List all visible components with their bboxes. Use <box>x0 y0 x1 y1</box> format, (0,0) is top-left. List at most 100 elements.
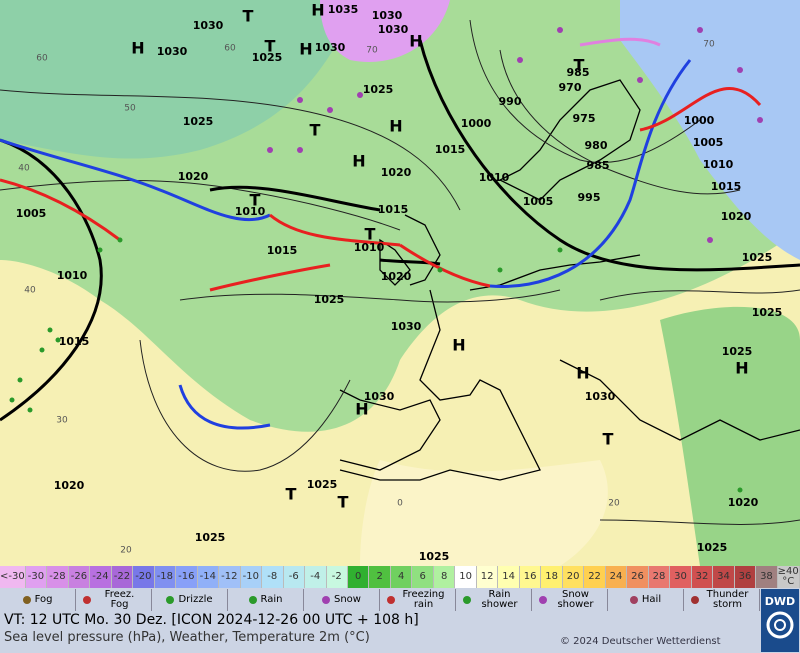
colorbar-cell: -30 <box>25 566 48 588</box>
weather-label: Freezing rain <box>402 589 445 610</box>
colorbar-cell: -22 <box>111 566 134 588</box>
colorbar-label: 22 <box>588 571 601 582</box>
grid-label: 30 <box>56 416 68 426</box>
isobar-label: 1025 <box>363 83 394 96</box>
colorbar-label: -8 <box>267 571 278 582</box>
colorbar-cell: 34 <box>713 566 735 588</box>
weather-legend-item: Freezing rain <box>380 589 456 611</box>
colorbar-label: -24 <box>92 571 109 582</box>
colorbar-label: 34 <box>717 571 730 582</box>
isobar-label: 1030 <box>391 320 422 333</box>
grid-label: 60 <box>36 54 48 64</box>
weather-symbol <box>248 596 257 604</box>
colorbar-cell: 6 <box>412 566 434 588</box>
pressure-center: H <box>131 39 144 58</box>
colorbar-label: -28 <box>49 571 66 582</box>
grid-label: 50 <box>124 104 136 114</box>
colorbar-cell: -28 <box>47 566 69 588</box>
isobar-label: 1030 <box>364 390 395 403</box>
colorbar-label: ≥40 <box>777 566 799 577</box>
isobar-label: 1010 <box>57 269 88 282</box>
isobar-label: 1015 <box>378 203 409 216</box>
colorbar-label: 2 <box>376 571 383 582</box>
grid-label: 40 <box>18 164 30 174</box>
colorbar-label: 4 <box>398 571 405 582</box>
weather-legend: Fog Freez. Fog Drizzle Rain Snow Freezing rai… <box>0 589 760 611</box>
colorbar-label: -10 <box>242 571 259 582</box>
colorbar-cell: -6 <box>283 566 306 588</box>
weather-symbol <box>82 596 91 604</box>
isobar-label: 1015 <box>711 180 742 193</box>
logo-icon <box>766 611 794 639</box>
colorbar-cell: 30 <box>670 566 692 588</box>
isobar-label: 1010 <box>354 241 385 254</box>
isobar-label: 1025 <box>307 478 338 491</box>
subtitle: Sea level pressure (hPa), Weather, Tempe… <box>4 630 370 645</box>
pressure-center: T <box>338 493 349 512</box>
weather-legend-item: Snow <box>304 589 380 611</box>
grid-label: 60 <box>224 44 236 54</box>
pressure-center: H <box>299 40 312 59</box>
isobar-label: 985 <box>587 159 610 172</box>
isobar-label: 1025 <box>752 306 783 319</box>
colorbar-cell: 32 <box>691 566 714 588</box>
isobar-label: 1005 <box>523 195 554 208</box>
weather-legend-item: Hail <box>608 589 684 611</box>
isobar-label: 1000 <box>684 114 715 127</box>
colorbar-label: -26 <box>70 571 88 582</box>
pressure-center: T <box>286 485 297 504</box>
colorbar-cell: 22 <box>584 566 606 588</box>
colorbar-cell: 4 <box>390 566 413 588</box>
isobar-label: 1025 <box>314 293 345 306</box>
weather-legend-item: Thunder storm <box>684 589 760 611</box>
pressure-center: H <box>409 32 422 51</box>
colorbar-label: 36 <box>738 571 752 582</box>
isobar-label: 1020 <box>381 270 412 283</box>
colorbar-cell: <-30 <box>0 566 26 588</box>
isobar-label: 1005 <box>16 207 47 220</box>
weather-label: Thunder storm <box>706 589 749 610</box>
weather-symbol <box>322 596 330 604</box>
colorbar-label: -4 <box>310 571 321 582</box>
colorbar-cell: -24 <box>90 566 112 588</box>
isobar-label: 1030 <box>378 23 409 36</box>
pressure-center: T <box>603 430 614 449</box>
colorbar-cell: -16 <box>176 566 198 588</box>
grid-label: 0 <box>397 499 403 509</box>
isobar-label: 1010 <box>479 171 510 184</box>
colorbar-label: -14 <box>199 571 216 582</box>
colorbar-label: -20 <box>135 571 152 582</box>
colorbar-cell: 24 <box>605 566 628 588</box>
grid-label: 70 <box>703 40 715 50</box>
colorbar-cell: -10 <box>240 566 263 588</box>
temperature-colorbar: <-30 -30 -28 -26 -24 -22 -20 -18 -16 -14 -12 -10 -8-… <box>0 566 800 588</box>
colorbar-label: -18 <box>156 571 174 582</box>
colorbar-cell: -12 <box>219 566 241 588</box>
colorbar-cell: 38 <box>756 566 778 588</box>
colorbar-label: 10 <box>459 571 473 582</box>
colorbar-label: 38 <box>760 571 773 582</box>
weather-label: Rain shower <box>481 589 518 610</box>
isobar-label: 980 <box>585 139 608 152</box>
colorbar-label: 24 <box>609 571 623 582</box>
colorbar-cell: -18 <box>154 566 177 588</box>
colorbar-cell: -4 <box>305 566 327 588</box>
valid-time: VT: 12 UTC Mo. 30 Dez. [ICON 2024-12-26 … <box>4 612 419 628</box>
pressure-center: H <box>576 364 589 383</box>
logo-text: DWD <box>764 595 796 608</box>
colorbar-cell: 18 <box>541 566 563 588</box>
weather-symbol <box>629 596 638 604</box>
grid-label: 40 <box>24 286 36 296</box>
colorbar-cell: 16 <box>519 566 542 588</box>
colorbar-cell: 2 <box>369 566 391 588</box>
isobar-label: 1025 <box>252 51 283 64</box>
isobar-label: 1010 <box>703 158 734 171</box>
isobar-label: 1030 <box>157 45 188 58</box>
copyright: © 2024 Deutscher Wetterdienst <box>560 636 721 647</box>
grid-label: 20 <box>120 546 132 556</box>
isobar-label: 1015 <box>59 335 90 348</box>
colorbar-label: 18 <box>545 571 558 582</box>
weather-symbol <box>538 596 547 604</box>
isobar-label: 995 <box>578 191 601 204</box>
